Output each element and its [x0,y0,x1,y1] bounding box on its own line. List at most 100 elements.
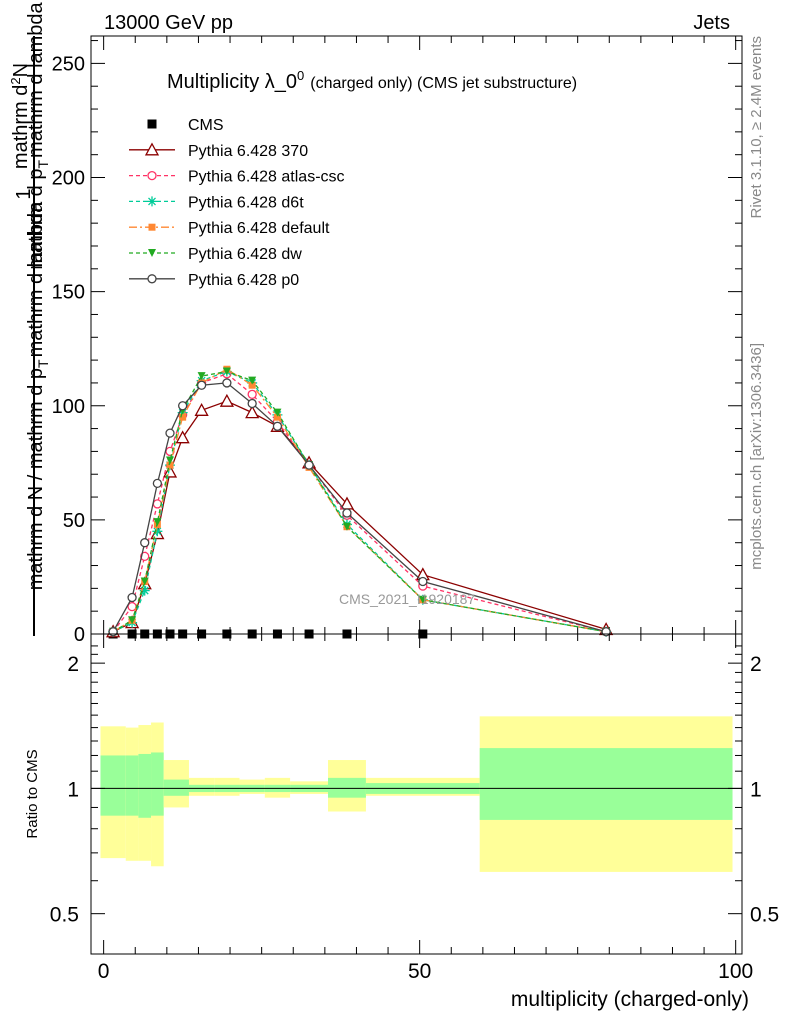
ratio-y-tick-label: 2 [67,653,79,676]
data-point [175,430,190,444]
y-label-right-top-text: mathrm d [10,85,32,169]
data-point [139,585,150,596]
data-point [152,499,163,509]
data-point [219,393,234,407]
plot-title: Multiplicity λ_00 (charged only) (CMS jet… [167,68,577,93]
data-point [140,551,150,562]
data-point [245,405,260,419]
legend-entry: Pythia 6.428 p0 [129,272,299,289]
legend-entry: Pythia 6.428 370 [129,142,308,160]
legend-marker [147,274,157,284]
data-point [165,428,175,438]
y-axis-label-main: 1 mathrm d N / mathrm d pTmathrm d lambd… [8,1,51,636]
data-point [140,538,150,548]
data-point [247,389,257,399]
y-label-right-bottom-text: mathrm d p [25,169,47,270]
ratio-y-tick-label: 0.5 [50,904,79,927]
ratio-stat-uncertainty-band [163,779,189,796]
legend-marker [144,142,160,156]
legend-label: Pythia 6.428 dw [188,246,302,263]
legend-entry: Pythia 6.428 default [129,220,330,237]
plot-title-sup: 0 [297,68,304,83]
y-label-denominator-sub: T [35,359,51,368]
y-label-right-bottom-tail: mathrm d lambda [25,1,47,157]
data-point [247,398,257,409]
y-label-right-top-tail: N [10,63,32,77]
ratio-plot-panel: 0.5 0.5 1 1 2 2 0 50 100 [50,633,779,983]
data-point [179,413,187,421]
data-point [272,421,283,431]
ratio-stat-uncertainty-band [479,748,733,820]
rivet-version-label: Rivet 3.1.10, ≥ 2.4M events [748,36,765,219]
data-point [108,627,118,637]
legend-entry: Pythia 6.428 dw [129,246,302,263]
ratio-y-tick-label-right: 1 [750,778,762,801]
data-point [177,401,188,411]
ratio-y-axis-label: Ratio to CMS [24,749,41,838]
watermark-label: CMS_2021_I1920187 [339,591,475,607]
x-tick-label: 50 [408,960,431,983]
legend-label: Pythia 6.428 atlas-csc [188,169,345,186]
data-point [127,592,137,603]
y-label-frac-numerator: 1 [13,188,35,199]
legend-label: Pythia 6.428 default [188,220,330,237]
x-tick-label: 100 [718,960,753,983]
data-point [304,460,314,470]
y-label-denominator-text: mathrm d N / mathrm d p [25,368,47,590]
main-y-tick-label: 250 [52,53,85,75]
ratio-stat-uncertainty-band [138,753,152,818]
plot-title-main: Multiplicity λ_0 [167,71,297,93]
data-point [162,464,178,478]
legend-entry: CMS [147,117,224,134]
data-point [248,381,256,389]
legend-label: CMS [188,117,224,134]
data-point [166,461,174,469]
legend-marker [148,249,156,257]
data-point [196,380,207,390]
data-point [273,413,281,421]
data-point [152,478,163,489]
y-label-denominator-tail: mathrm d lambda [25,201,47,357]
ratio-y-tick-label: 1 [67,778,79,801]
data-point [248,376,257,385]
legend-marker [147,170,157,181]
data-point [222,378,232,388]
y-label-right-top-sup: 2 [8,77,23,84]
y-label-frac-denominator: mathrm d N / mathrm d pTmathrm d lambda [25,201,51,590]
x-tick-label: 0 [98,960,110,983]
header-process-label: 13000 GeV pp [104,12,233,34]
main-y-tick-label: 100 [52,396,85,418]
series-group [108,378,611,637]
ratio-plot-frame [90,633,743,955]
main-y-tick-label: 200 [52,168,85,190]
ratio-stat-uncertainty-band [328,777,366,798]
series-line [112,370,607,633]
data-point [140,577,149,586]
ratio-stat-uncertainty-band [125,755,139,816]
y-label-right-bottom-sub: T [35,160,51,169]
legend-marker [148,223,156,231]
header-category-label: Jets [693,12,730,34]
ratio-y-tick-label-right: 2 [750,653,762,676]
x-axis-label: multiplicity (charged-only) [511,988,749,1011]
data-point [418,595,427,604]
main-y-tick-label: 0 [74,624,85,646]
data-point [128,616,137,625]
data-point [166,456,175,465]
data-point [418,576,428,587]
data-point [273,408,282,417]
main-y-tick-label: 150 [52,282,85,304]
legend-label: Pythia 6.428 d6t [188,194,304,211]
data-point [194,402,209,416]
main-y-tick-label: 50 [63,510,85,532]
plot-title-sub: (charged only) (CMS jet substructure) [310,75,577,92]
ratio-y-tick-label-right: 0.5 [750,904,779,927]
y-label-right-numerator: mathrm d2N [8,63,32,169]
series-line [112,400,607,633]
legend-label: Pythia 6.428 p0 [188,272,299,289]
data-point [222,367,231,376]
legend-marker [147,119,157,129]
data-point [197,372,206,381]
legend-label: Pythia 6.428 370 [188,143,308,160]
